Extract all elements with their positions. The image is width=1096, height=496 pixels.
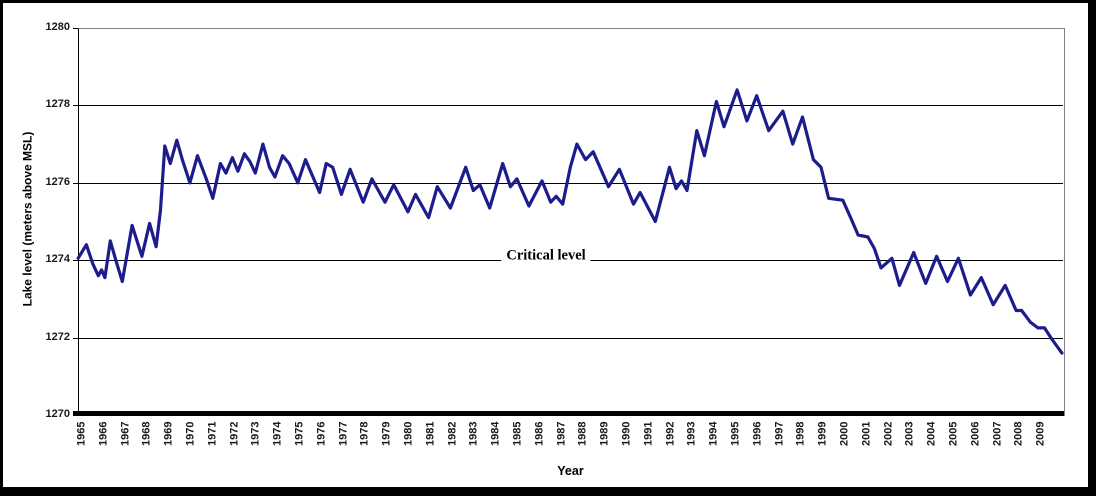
x-axis-line bbox=[73, 411, 1064, 416]
x-axis-title: Year bbox=[557, 464, 584, 478]
critical-level-label: Critical level bbox=[501, 247, 591, 265]
gridline-1278 bbox=[78, 105, 1063, 106]
y-tick-label-1270: 1270 bbox=[45, 408, 70, 420]
frame-border-bottom bbox=[0, 487, 1096, 496]
y-tick-label-1278: 1278 bbox=[45, 98, 70, 110]
y-tick-1272 bbox=[73, 338, 78, 339]
lake-level-line bbox=[76, 88, 1064, 355]
y-tick-label-1276: 1276 bbox=[45, 176, 70, 188]
plot-area bbox=[78, 28, 1065, 416]
y-tick-label-1272: 1272 bbox=[45, 331, 70, 343]
gridline-1276 bbox=[78, 183, 1063, 184]
frame-border-top bbox=[0, 0, 1096, 3]
y-tick-label-1274: 1274 bbox=[45, 253, 70, 265]
gridline-1272 bbox=[78, 338, 1063, 339]
y-tick-1276 bbox=[73, 183, 78, 184]
y-tick-1274 bbox=[73, 260, 78, 261]
y-tick-1270 bbox=[73, 415, 78, 416]
y-tick-label-1280: 1280 bbox=[45, 21, 70, 33]
frame-border-left bbox=[0, 0, 3, 496]
frame-border-right bbox=[1088, 0, 1096, 496]
y-tick-1280 bbox=[73, 28, 78, 29]
y-tick-1278 bbox=[73, 105, 78, 106]
